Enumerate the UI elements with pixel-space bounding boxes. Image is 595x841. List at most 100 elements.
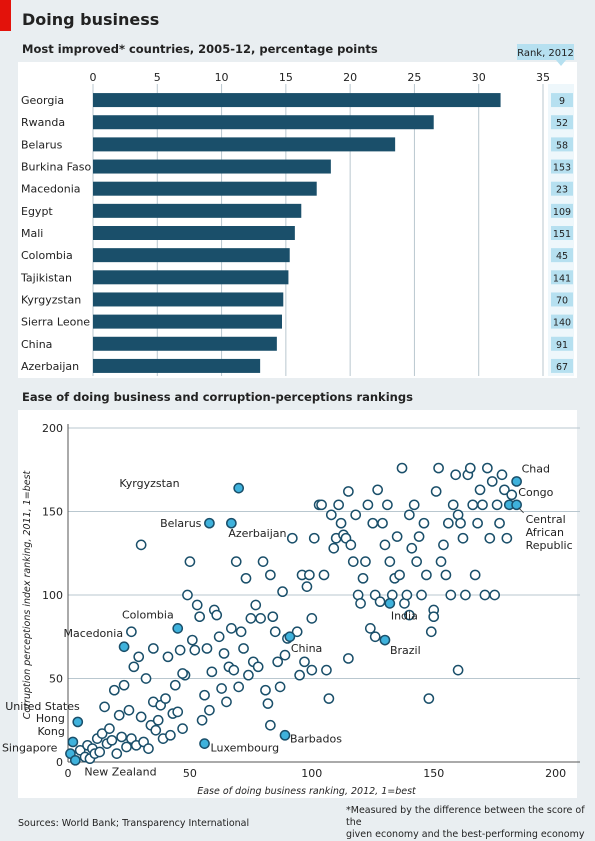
point-label: Congo <box>518 486 553 499</box>
bar <box>93 226 295 240</box>
scatter-point-highlighted <box>172 623 184 634</box>
rank-box <box>551 159 573 174</box>
scatter-point <box>252 661 264 673</box>
scatter-point-highlighted <box>72 716 84 728</box>
bar-chart-panel <box>18 62 577 378</box>
scatter-point <box>216 683 227 694</box>
scatter-point <box>357 572 369 584</box>
scatter-point <box>506 489 518 501</box>
scatter-point <box>172 706 184 718</box>
rank-value: 52 <box>556 118 568 129</box>
scatter-point-highlighted <box>233 482 245 494</box>
scatter-point <box>233 681 245 693</box>
scatter-point <box>350 509 362 521</box>
point-label: Chad <box>522 462 550 475</box>
scatter-y-tick-label: 0 <box>56 756 63 769</box>
point-label: Republic <box>526 539 573 552</box>
scatter-y-axis-label: Corruption perceptions index ranking, 20… <box>22 469 33 719</box>
scatter-point <box>438 539 449 551</box>
scatter-x-tick-label: 200 <box>545 767 566 780</box>
point-label: Luxembourg <box>211 742 280 755</box>
scatter-point <box>133 651 145 663</box>
scatter-point <box>391 531 403 542</box>
bar <box>93 292 284 307</box>
bar-category-label: Mali <box>21 227 43 240</box>
scatter-point <box>199 689 210 701</box>
rank-value: 67 <box>556 362 568 373</box>
scatter-point <box>182 589 193 601</box>
bar <box>93 336 277 351</box>
rank-value: 109 <box>553 207 571 218</box>
scatter-point <box>369 631 381 643</box>
point-label: Macedonia <box>64 627 124 640</box>
scatter-point <box>301 581 313 593</box>
bar-category-label: Egypt <box>21 205 53 218</box>
scatter-point <box>240 572 252 584</box>
scatter-point <box>501 532 513 544</box>
rank-value: 91 <box>556 340 568 351</box>
bar-category-label: Burkina Faso <box>21 161 91 174</box>
scatter-point <box>416 589 427 601</box>
scatter-point <box>177 723 188 734</box>
bar <box>93 93 501 108</box>
sources-note: Sources: World Bank; Transparency Intern… <box>18 818 250 829</box>
scatter-point <box>467 499 479 511</box>
scatter-point <box>345 539 357 551</box>
scatter-point <box>484 532 496 544</box>
rank-value: 153 <box>553 163 571 174</box>
scatter-y-tick-label: 100 <box>42 589 63 602</box>
bar-category-label: Tajikistan <box>20 271 72 284</box>
scatter-point <box>262 698 274 709</box>
scatter-point <box>126 626 137 638</box>
point-label: Brazil <box>390 644 421 657</box>
scatter-point <box>394 569 405 581</box>
scatter-point <box>257 556 269 567</box>
scatter-point <box>423 693 435 704</box>
scatter-point <box>474 484 486 496</box>
scatter-x-tick-label: 50 <box>183 767 197 780</box>
rank-value: 141 <box>553 273 571 284</box>
point-label: India <box>391 609 418 622</box>
rank-box <box>551 358 573 373</box>
rank-box <box>551 270 573 285</box>
scatter-point <box>189 644 201 656</box>
scatter-point <box>401 589 413 601</box>
scatter-point <box>218 648 230 659</box>
bar-category-label: Kyrgyzstan <box>21 293 81 306</box>
scatter-point <box>274 681 286 693</box>
scatter-point <box>450 469 462 481</box>
scatter-point <box>413 531 425 542</box>
bar-chart-title: Most improved* countries, 2005-12, perce… <box>22 42 378 56</box>
scatter-point <box>228 664 240 676</box>
scatter-point <box>111 748 123 760</box>
bar-category-label: Macedonia <box>21 183 81 196</box>
rank-box <box>551 292 573 307</box>
scatter-point <box>186 634 198 646</box>
brand-mark <box>0 0 11 31</box>
point-label: China <box>291 642 322 655</box>
rank-header-label: Rank, 2012 <box>517 48 574 59</box>
scatter-point <box>335 517 347 529</box>
bar <box>93 137 396 152</box>
bar-x-tick-label: 20 <box>343 71 357 84</box>
scatter-y-tick-label: 200 <box>42 422 63 435</box>
point-label: Colombia <box>122 608 174 621</box>
bar-category-label: Colombia <box>21 249 73 262</box>
bar-x-tick-label: 0 <box>90 71 97 84</box>
rank-box <box>551 203 573 218</box>
scatter-point-highlighted <box>384 598 396 609</box>
scatter-point <box>491 499 503 511</box>
bar-x-tick-label: 30 <box>472 71 486 84</box>
scatter-point <box>104 723 115 734</box>
scatter-point <box>177 668 188 679</box>
bar <box>93 358 261 373</box>
rank-box <box>551 248 573 263</box>
scatter-point <box>265 569 276 581</box>
scatter-point <box>238 643 249 654</box>
scatter-point <box>382 499 393 511</box>
scatter-point <box>433 462 444 474</box>
bar <box>93 203 302 218</box>
scatter-point <box>457 532 469 544</box>
bar-x-tick-label: 10 <box>215 71 229 84</box>
